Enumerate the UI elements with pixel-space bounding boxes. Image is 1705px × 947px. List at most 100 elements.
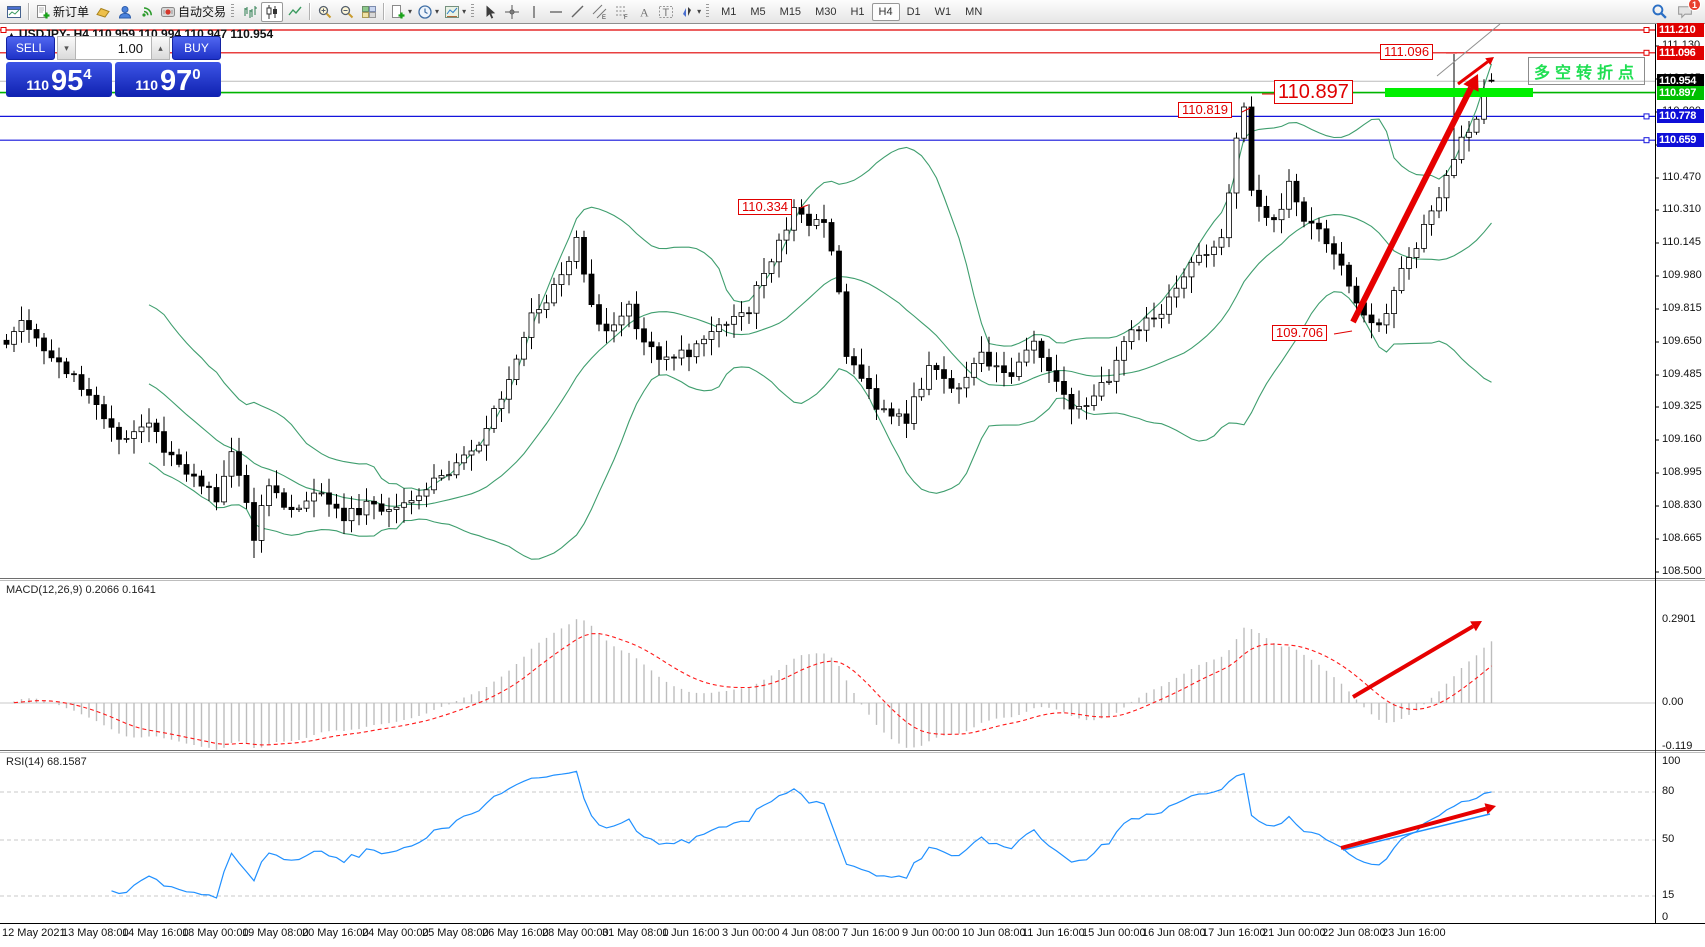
crosshair-tool[interactable] — [501, 2, 522, 22]
svg-text:T: T — [662, 7, 669, 19]
sell-price-display[interactable]: 110 95 4 — [6, 62, 112, 97]
price-tag: 110.778 — [1657, 109, 1704, 124]
x-axis-date-label: 24 May 00:00 — [362, 927, 429, 939]
x-axis-date-label: 31 May 08:00 — [602, 927, 669, 939]
buy-price-big: 97 — [159, 65, 193, 98]
x-axis-date-label: 14 May 16:00 — [122, 927, 189, 939]
autotrading-button[interactable]: 自动交易 — [158, 2, 228, 22]
rsi-label: RSI(14) 68.1587 — [6, 756, 87, 768]
price-flag: 110.819 — [1178, 102, 1233, 119]
x-axis-date-label: 15 Jun 00:00 — [1082, 927, 1146, 939]
zoom-in-icon[interactable] — [314, 2, 335, 22]
volume-value[interactable]: 1.00 — [76, 36, 151, 60]
sell-price-big: 95 — [50, 65, 84, 98]
candlestick-chart-icon[interactable] — [261, 1, 284, 22]
tile-windows-icon[interactable] — [358, 2, 379, 22]
clock-icon — [418, 4, 432, 19]
buy-price-display[interactable]: 110 97 0 — [115, 62, 221, 97]
price-flag: 110.897 — [1274, 80, 1353, 104]
text-tool[interactable]: A — [633, 2, 654, 22]
arrows-tool[interactable]: ▾ — [677, 2, 703, 22]
chart-properties-icon — [445, 5, 460, 18]
x-axis-date-label: 10 Jun 08:00 — [962, 927, 1026, 939]
trendline-tool[interactable] — [567, 2, 588, 22]
y-axis-tick: 110.310 — [1662, 203, 1701, 215]
timeframe-group: M1 M5 M15 M30 H1 H4 D1 W1 MN — [714, 2, 989, 21]
separator — [309, 3, 311, 20]
timeframe-mn[interactable]: MN — [965, 5, 983, 18]
x-axis-date-label: 11 Jun 16:00 — [1022, 927, 1085, 939]
timeframe-d1[interactable]: D1 — [906, 5, 921, 18]
new-template-button[interactable]: ▾ — [388, 2, 414, 22]
vertical-line-tool[interactable] — [523, 2, 544, 22]
annotation-note: 多空转折点 — [1528, 57, 1646, 85]
price-tag: 111.096 — [1657, 45, 1704, 60]
timeframe-w1[interactable]: W1 — [934, 5, 952, 18]
notification-badge: 1 — [1688, 0, 1701, 11]
chart-window-icon[interactable] — [3, 2, 24, 22]
toolbar-grip[interactable] — [471, 4, 475, 19]
notifications-button[interactable]: 1 — [1676, 0, 1701, 20]
macd-axis-tick: -0.119 — [1662, 740, 1693, 752]
y-axis-tick: 109.815 — [1662, 302, 1702, 314]
volume-stepper: ▾ 1.00 ▴ — [57, 36, 170, 60]
bar-chart-icon[interactable] — [239, 2, 260, 22]
x-axis-date-label: 12 May 2021 — [2, 927, 66, 939]
toolbar-grip[interactable] — [231, 4, 235, 19]
text-label-tool[interactable]: T — [655, 2, 676, 22]
buy-button[interactable]: BUY — [172, 36, 221, 60]
sell-button[interactable]: SELL — [6, 36, 55, 60]
y-axis-tick: 108.995 — [1662, 466, 1702, 478]
volume-decrease-button[interactable]: ▾ — [57, 36, 76, 60]
separator — [383, 3, 385, 20]
timeframe-m5[interactable]: M5 — [750, 5, 766, 18]
macd-axis-tick: 0.00 — [1662, 696, 1684, 708]
y-axis-tick: 109.325 — [1662, 400, 1702, 412]
horizontal-line-tool[interactable] — [545, 2, 566, 22]
chart-area[interactable]: ▲ USDJPY-,H4 110.959 110.994 110.947 110.… — [0, 23, 1705, 947]
y-axis-tick: 109.980 — [1662, 269, 1702, 281]
chart-properties-button[interactable]: ▾ — [442, 2, 468, 22]
search-icon[interactable] — [1651, 3, 1668, 20]
y-axis-tick: 110.470 — [1662, 171, 1701, 183]
chevron-down-icon: ▾ — [462, 6, 467, 16]
x-axis-date-label: 13 May 08:00 — [62, 927, 129, 939]
macd-label: MACD(12,26,9) 0.2066 0.1641 — [6, 584, 156, 596]
new-order-label: 新订单 — [53, 5, 90, 19]
chevron-down-icon: ▾ — [697, 6, 702, 16]
cursor-tool[interactable] — [479, 2, 500, 22]
price-tag: 110.659 — [1657, 133, 1704, 148]
volume-increase-button[interactable]: ▴ — [151, 36, 170, 60]
x-axis-date-label: 7 Jun 16:00 — [842, 927, 900, 939]
y-axis-tick: 109.650 — [1662, 335, 1702, 347]
community-icon[interactable] — [114, 2, 135, 22]
timeframe-m30[interactable]: M30 — [815, 5, 837, 18]
timeframe-h1[interactable]: H1 — [850, 5, 865, 18]
new-order-button[interactable]: 新订单 — [33, 2, 91, 22]
x-axis-date-label: 16 Jun 08:00 — [1142, 927, 1206, 939]
chart-plot[interactable] — [0, 24, 1705, 924]
symbol-triangle-icon: ▲ — [7, 30, 16, 40]
x-axis-date-label: 3 Jun 00:00 — [722, 927, 780, 939]
timeframe-m1[interactable]: M1 — [721, 5, 737, 18]
equidistant-channel-tool[interactable]: E — [589, 2, 610, 22]
x-axis-date-label: 26 May 16:00 — [482, 927, 549, 939]
toolbar-grip[interactable] — [706, 4, 710, 19]
signals-icon[interactable] — [136, 2, 157, 22]
x-axis-date-label: 28 May 00:00 — [542, 927, 609, 939]
period-button[interactable]: ▾ — [415, 2, 441, 22]
line-chart-icon[interactable] — [284, 2, 305, 22]
x-axis-date-label: 17 Jun 16:00 — [1202, 927, 1266, 939]
price-tag: 111.210 — [1657, 23, 1704, 37]
price-flag: 109.706 — [1272, 325, 1327, 342]
fibonacci-tool[interactable]: F — [611, 2, 632, 22]
market-watch-icon[interactable] — [92, 2, 113, 22]
timeframe-m15[interactable]: M15 — [779, 5, 802, 18]
x-axis-date-label: 22 Jun 08:00 — [1322, 927, 1386, 939]
chevron-down-icon: ▾ — [435, 6, 440, 16]
timeframe-h4[interactable]: H4 — [871, 2, 900, 21]
price-flag: 110.334 — [738, 199, 793, 216]
zoom-out-icon[interactable] — [336, 2, 357, 22]
rsi-axis-tick: 50 — [1662, 833, 1675, 845]
buy-price-pip: 0 — [192, 66, 201, 83]
